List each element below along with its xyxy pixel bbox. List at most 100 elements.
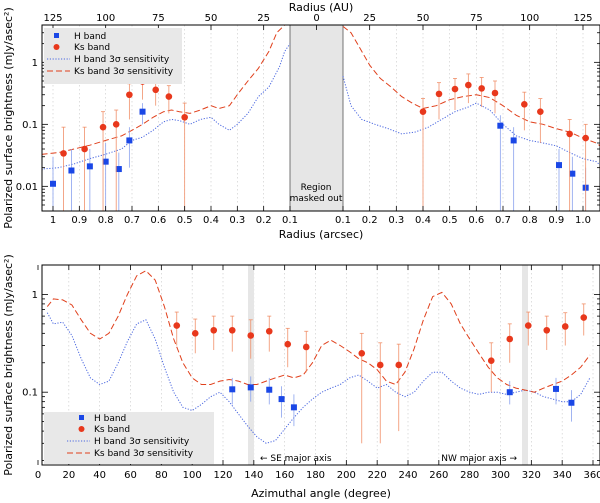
bottom-x-tick-label: 20	[62, 470, 75, 481]
bottom-x-tick-label: 160	[275, 470, 294, 481]
h-band-point	[68, 167, 75, 174]
bottom-x-tick-label: 360	[583, 470, 600, 481]
h-band-point	[497, 122, 504, 129]
ks-band-point	[173, 322, 181, 329]
bottom-x-tick-label: 240	[398, 470, 417, 481]
legend-h-marker	[54, 33, 59, 38]
ks-band-point	[435, 90, 443, 98]
legend2-ks-marker	[78, 426, 85, 432]
ks-band-point	[451, 85, 459, 93]
ks-band-point	[247, 332, 255, 339]
h-band-point	[229, 386, 236, 393]
ks-band-point	[487, 357, 495, 364]
bottom-x-tick-label: 300	[491, 470, 510, 481]
ks-band-point	[465, 81, 472, 89]
bottom-x-tick-label: 340	[553, 470, 572, 481]
top-x-tick-label: 0.1	[335, 215, 351, 226]
top-x-tick-label: 0.1	[282, 215, 298, 226]
top-x-tick-label: 1.0	[575, 215, 591, 226]
top-x-tick-label: 0.7	[124, 215, 140, 226]
top-x-tick-label: 0.5	[442, 215, 458, 226]
ks-band-point	[582, 134, 589, 142]
bottom-x-tick-label: 120	[213, 470, 232, 481]
top-data-points	[50, 70, 589, 211]
h-band-point	[50, 180, 56, 187]
bottom-x-tick-label: 320	[522, 470, 541, 481]
bottom-x-tick-label: 80	[155, 470, 168, 481]
ks-band-point	[126, 91, 133, 99]
ks-band-point	[358, 349, 366, 357]
bottom-x-tick-label: 260	[429, 470, 448, 481]
ks-band-point	[81, 145, 88, 153]
ks-band-point	[265, 327, 273, 335]
bottom-y-label: Polarized surface brightness (mJy/asec²)	[2, 254, 15, 476]
legend2-h-band: H band	[94, 414, 126, 424]
top-au-tick-label: 50	[417, 13, 430, 24]
top-x-tick-label: 0.6	[468, 215, 484, 226]
top-au-tick-label: 75	[152, 13, 165, 24]
ks-band-sensitivity-line	[46, 270, 591, 393]
ks-band-point	[537, 108, 544, 115]
bottom-x-tick-label: 280	[460, 470, 479, 481]
bottom-y-tick-label: 1	[32, 290, 38, 301]
h-band-point	[569, 170, 576, 177]
h-band-point	[126, 137, 133, 144]
top-au-tick-label: 75	[470, 13, 483, 24]
top-au-tick-label: 50	[205, 13, 218, 24]
top-x-tick-label: 0.9	[548, 215, 564, 226]
ks-band-point	[165, 93, 173, 100]
ks-band-sensitivity-line	[342, 26, 600, 147]
h-band-point	[568, 399, 575, 406]
ks-band-point	[60, 150, 67, 157]
top-x-tick-label: 0.8	[98, 215, 114, 226]
top-legend: H band Ks band H band 3σ sensitivity Ks …	[44, 28, 182, 84]
top-ticks: 1 0.9 0.8 0.7 0.6 0.5 0.4 0.3 0.2 0.1 0.1 0.2 0.3 0.4…	[16, 13, 600, 226]
legend-h-band: H band	[74, 32, 106, 42]
top-x-tick-label: 0.9	[71, 215, 87, 226]
bottom-x-tick-label: 100	[183, 470, 202, 481]
bottom-x-tick-label: 220	[368, 470, 387, 481]
bottom-legend: H band Ks band H band 3σ sensitivity Ks …	[44, 412, 214, 464]
se-major-axis-label: ← SE major axis	[260, 454, 332, 464]
legend-h-sensitivity: H band 3σ sensitivity	[74, 55, 170, 65]
top-y-label: Polarized surface brightness (mJy/asec²)	[2, 7, 15, 229]
ks-band-point	[419, 108, 427, 115]
top-au-tick-label: 125	[43, 13, 62, 24]
top-x-tick-label: 0.4	[415, 215, 431, 226]
ks-band-point	[284, 340, 292, 348]
top-plot-frame	[41, 24, 600, 212]
nw-major-axis-label: NW major axis →	[441, 454, 517, 464]
ks-band-point	[566, 130, 573, 138]
bottom-x-label: Azimuthal angle (degree)	[251, 487, 391, 500]
top-x-tick-label: 0.5	[177, 215, 193, 226]
h-band-point	[510, 137, 517, 144]
bottom-x-tick-label: 0	[35, 470, 41, 481]
panel-radius: Region masked out 1 0.9 0.8 0.7 0.6 0.5 0.4 0.3…	[2, 1, 600, 241]
top-sensitivity-lines	[41, 24, 600, 171]
ks-band-point	[228, 326, 236, 334]
h-band-point	[290, 404, 297, 411]
legend-ks-sensitivity: Ks band 3σ sensitivity	[74, 67, 174, 77]
ks-band-point	[580, 314, 588, 321]
top-x-tick-label: 0.3	[229, 215, 245, 226]
top-x-tick-label: 0.7	[495, 215, 511, 226]
bottom-x-tick-label: 140	[244, 470, 263, 481]
h-band-point	[102, 158, 109, 165]
bottom-legend-box	[44, 412, 214, 464]
h-band-point	[86, 163, 93, 170]
ks-band-point	[506, 335, 514, 343]
nw-major-axis-band	[522, 265, 528, 465]
bottom-x-tick-label: 200	[337, 470, 356, 481]
masked-region-label-line2: masked out	[290, 194, 343, 204]
top-au-tick-label: 25	[257, 13, 270, 24]
top-y-tick-label: 1	[32, 58, 38, 69]
top-x-tick-label: 0.4	[203, 215, 219, 226]
ks-band-sensitivity-line	[41, 24, 286, 156]
legend2-ks-band: Ks band	[94, 425, 130, 435]
h-band-point	[247, 384, 254, 391]
top-x-tick-label: 0.8	[522, 215, 538, 226]
ks-band-point	[99, 123, 107, 131]
ks-band-point	[395, 361, 403, 369]
ks-band-point	[112, 121, 120, 128]
